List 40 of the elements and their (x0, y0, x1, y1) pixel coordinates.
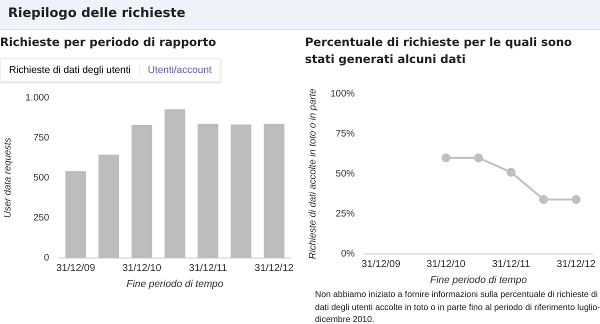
x-tick-label: 31/12/10 (426, 258, 466, 270)
point (539, 195, 548, 204)
x-tick-label: 31/12/10 (122, 262, 162, 274)
chart-title: Percentuale di richieste per le quali sono stati generati alcuni dati (305, 34, 573, 68)
point (572, 195, 581, 204)
point (442, 153, 451, 162)
x-tick-label: 31/12/12 (254, 262, 294, 274)
point (474, 153, 484, 162)
y-tick-label: 75% (336, 128, 356, 140)
y-tick-label: 25% (336, 208, 356, 220)
y-tick-label: 0% (340, 248, 356, 260)
point (506, 168, 516, 177)
bar (264, 124, 284, 258)
y-tick-label: 1.000 (25, 92, 50, 104)
chart-subtitle: Richieste per periodo di rapporto (0, 34, 216, 51)
x-tick-label: 31/12/09 (56, 262, 96, 274)
text: Richieste di dati degli utenti (8, 64, 132, 76)
text: Utenti/account (138, 64, 220, 76)
y-axis-title: Richieste di dati accolte in toto o in parte (307, 88, 318, 260)
y-tick-label: 50% (336, 168, 356, 180)
y-axis-title: User data requests (2, 137, 14, 218)
bar (230, 124, 252, 258)
y-tick-label: 0 (44, 252, 50, 264)
chart-title: Riepilogo delle richieste (0, 0, 600, 30)
x-tick-label: 31/12/09 (361, 258, 401, 270)
text: Non abbiamo iniziato a fornire informazioni sulla percentuale di richieste di dati degli utenti accolte in toto o in parte fino al periodo di riferimento luglio-dicembre 2010. (315, 288, 600, 324)
bar (98, 154, 120, 258)
x-tick-label: 31/12/11 (492, 258, 531, 270)
y-tick-label: 100% (330, 88, 356, 100)
bar (164, 109, 186, 258)
bar (132, 124, 152, 258)
x-axis-title: Fine periodo di tempo (430, 274, 528, 286)
x-tick-label: 31/12/11 (188, 262, 228, 274)
bar (198, 124, 218, 258)
y-tick-label: 250 (33, 212, 50, 224)
x-tick-label: 31/12/12 (556, 258, 596, 270)
bar (65, 171, 86, 258)
y-tick-label: 750 (33, 132, 50, 144)
y-tick-label: 500 (33, 172, 50, 184)
x-axis-title: Fine periodo di tempo (126, 278, 224, 290)
